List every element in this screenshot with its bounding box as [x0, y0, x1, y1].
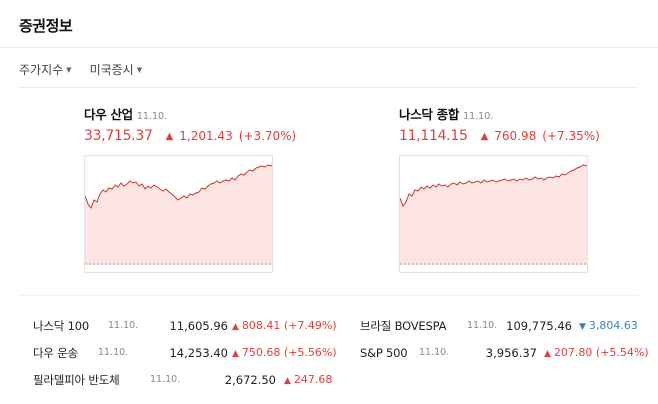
- header-divider: [0, 47, 658, 48]
- list-item-date: 11.10.: [150, 374, 181, 385]
- list-item-change: ▲ 207.80 (+5.54%): [544, 346, 649, 359]
- chart-nasdaq-area: [400, 165, 587, 265]
- list-item-name: 나스닥 100: [33, 319, 89, 333]
- index-date: 11.10.: [463, 111, 494, 122]
- index-card-nasdaq[interactable]: 나스닥 종합 11.10. 11,114.15 ▲ 760.98 (+7.35%…: [399, 104, 600, 144]
- up-triangle-icon: ▲: [544, 349, 551, 359]
- list-item-date: 11.10.: [108, 320, 139, 331]
- list-item-date: 11.10.: [419, 347, 450, 358]
- index-change: 1,201.43: [179, 129, 233, 143]
- index-price: 11,114.15: [399, 128, 468, 144]
- up-triangle-icon: ▲: [480, 130, 489, 142]
- chart-nasdaq-svg: [400, 164, 587, 265]
- chart-dow-area: [85, 165, 272, 265]
- list-item-date: 11.10.: [467, 320, 498, 331]
- index-change: 760.98: [494, 129, 537, 143]
- chart-dow[interactable]: [84, 155, 273, 273]
- list-item-name: 브라질 BOVESPA: [360, 319, 447, 333]
- up-triangle-icon: ▲: [165, 130, 174, 142]
- list-item-price: 2,672.50: [224, 373, 276, 387]
- list-item-bovespa[interactable]: 브라질 BOVESPA 11.10. 109,775.46 ▼ 3,804.63: [360, 318, 650, 334]
- filter-market[interactable]: 미국증시 ▼: [90, 61, 143, 78]
- filter-bar: 주가지수 ▼ 미국증시 ▼: [19, 61, 142, 78]
- filter-index-type-label: 주가지수: [19, 63, 64, 77]
- up-triangle-icon: ▲: [232, 322, 239, 332]
- list-item-change: ▲ 750.68 (+5.56%): [232, 346, 337, 359]
- list-item-change: ▲ 808.41 (+7.49%): [232, 319, 337, 332]
- list-item-sox[interactable]: 필라델피아 반도체 11.10. 2,672.50 ▲ 247.68: [33, 372, 343, 388]
- panel-title: 증권정보: [19, 17, 73, 35]
- list-item-change: ▲ 247.68: [284, 373, 333, 386]
- list-item-price: 11,605.96: [169, 319, 228, 333]
- chart-dow-line: [85, 164, 272, 210]
- caret-down-icon: ▼: [66, 66, 72, 74]
- list-item-price: 109,775.46: [506, 319, 572, 333]
- list-item-name: S&P 500: [360, 346, 408, 360]
- list-item-price: 14,253.40: [169, 346, 228, 360]
- list-item-change: ▼ 3,804.63: [579, 319, 638, 332]
- list-divider: [19, 295, 638, 296]
- chart-nasdaq-line: [400, 164, 587, 208]
- filter-divider: [19, 87, 638, 88]
- index-rate: (+3.70%): [238, 129, 297, 143]
- list-item-name: 다우 운송: [33, 346, 78, 360]
- index-date: 11.10.: [136, 111, 168, 122]
- index-name: 다우 산업: [84, 107, 133, 122]
- list-item-name: 필라델피아 반도체: [33, 373, 120, 387]
- list-item-sp500[interactable]: S&P 500 11.10. 3,956.37 ▲ 207.80 (+5.54%): [360, 345, 650, 361]
- list-item-price: 3,956.37: [485, 346, 537, 360]
- down-triangle-icon: ▼: [579, 322, 586, 332]
- filter-market-label: 미국증시: [89, 63, 134, 77]
- chart-dow-svg: [85, 164, 272, 265]
- caret-down-icon: ▼: [136, 66, 143, 74]
- index-price: 33,715.37: [84, 128, 153, 144]
- index-card-dow[interactable]: 다우 산업 11.10. 33,715.37 ▲ 1,201.43 (+3.70…: [84, 104, 296, 144]
- chart-nasdaq[interactable]: [399, 155, 588, 273]
- index-rate: (+7.35%): [542, 129, 600, 143]
- up-triangle-icon: ▲: [232, 349, 239, 359]
- list-item-nasdaq100[interactable]: 나스닥 100 11.10. 11,605.96 ▲ 808.41 (+7.49%…: [33, 318, 343, 334]
- list-item-date: 11.10.: [98, 347, 129, 358]
- up-triangle-icon: ▲: [284, 376, 291, 386]
- filter-index-type[interactable]: 주가지수 ▼: [19, 61, 72, 78]
- index-name: 나스닥 종합: [399, 107, 460, 122]
- list-item-dow-transport[interactable]: 다우 운송 11.10. 14,253.40 ▲ 750.68 (+5.56%): [33, 345, 343, 361]
